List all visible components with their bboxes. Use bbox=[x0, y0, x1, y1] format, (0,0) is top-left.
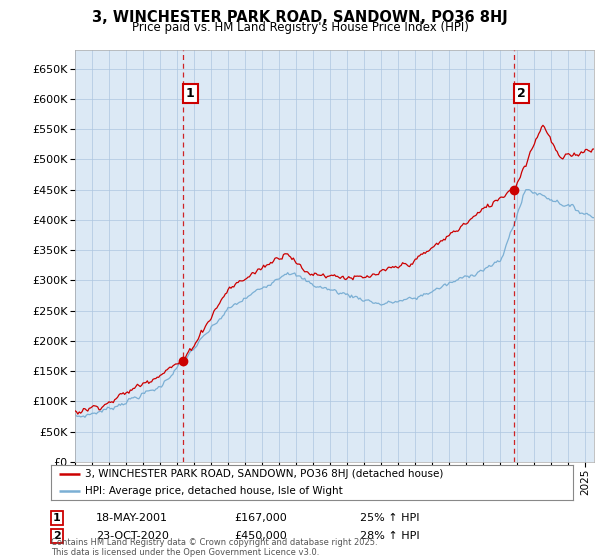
Text: 28% ↑ HPI: 28% ↑ HPI bbox=[360, 531, 419, 542]
Text: Contains HM Land Registry data © Crown copyright and database right 2025.
This d: Contains HM Land Registry data © Crown c… bbox=[51, 538, 377, 557]
Text: 2: 2 bbox=[517, 87, 526, 100]
Text: 1: 1 bbox=[53, 513, 61, 523]
Text: 23-OCT-2020: 23-OCT-2020 bbox=[96, 531, 169, 542]
Text: 18-MAY-2001: 18-MAY-2001 bbox=[96, 513, 168, 523]
Text: £167,000: £167,000 bbox=[234, 513, 287, 523]
Text: Price paid vs. HM Land Registry's House Price Index (HPI): Price paid vs. HM Land Registry's House … bbox=[131, 21, 469, 34]
Text: 25% ↑ HPI: 25% ↑ HPI bbox=[360, 513, 419, 523]
Text: 3, WINCHESTER PARK ROAD, SANDOWN, PO36 8HJ (detached house): 3, WINCHESTER PARK ROAD, SANDOWN, PO36 8… bbox=[85, 469, 443, 479]
Text: 3, WINCHESTER PARK ROAD, SANDOWN, PO36 8HJ: 3, WINCHESTER PARK ROAD, SANDOWN, PO36 8… bbox=[92, 10, 508, 25]
Text: HPI: Average price, detached house, Isle of Wight: HPI: Average price, detached house, Isle… bbox=[85, 486, 343, 496]
Text: 2: 2 bbox=[53, 531, 61, 542]
Text: 1: 1 bbox=[186, 87, 194, 100]
Text: £450,000: £450,000 bbox=[234, 531, 287, 542]
